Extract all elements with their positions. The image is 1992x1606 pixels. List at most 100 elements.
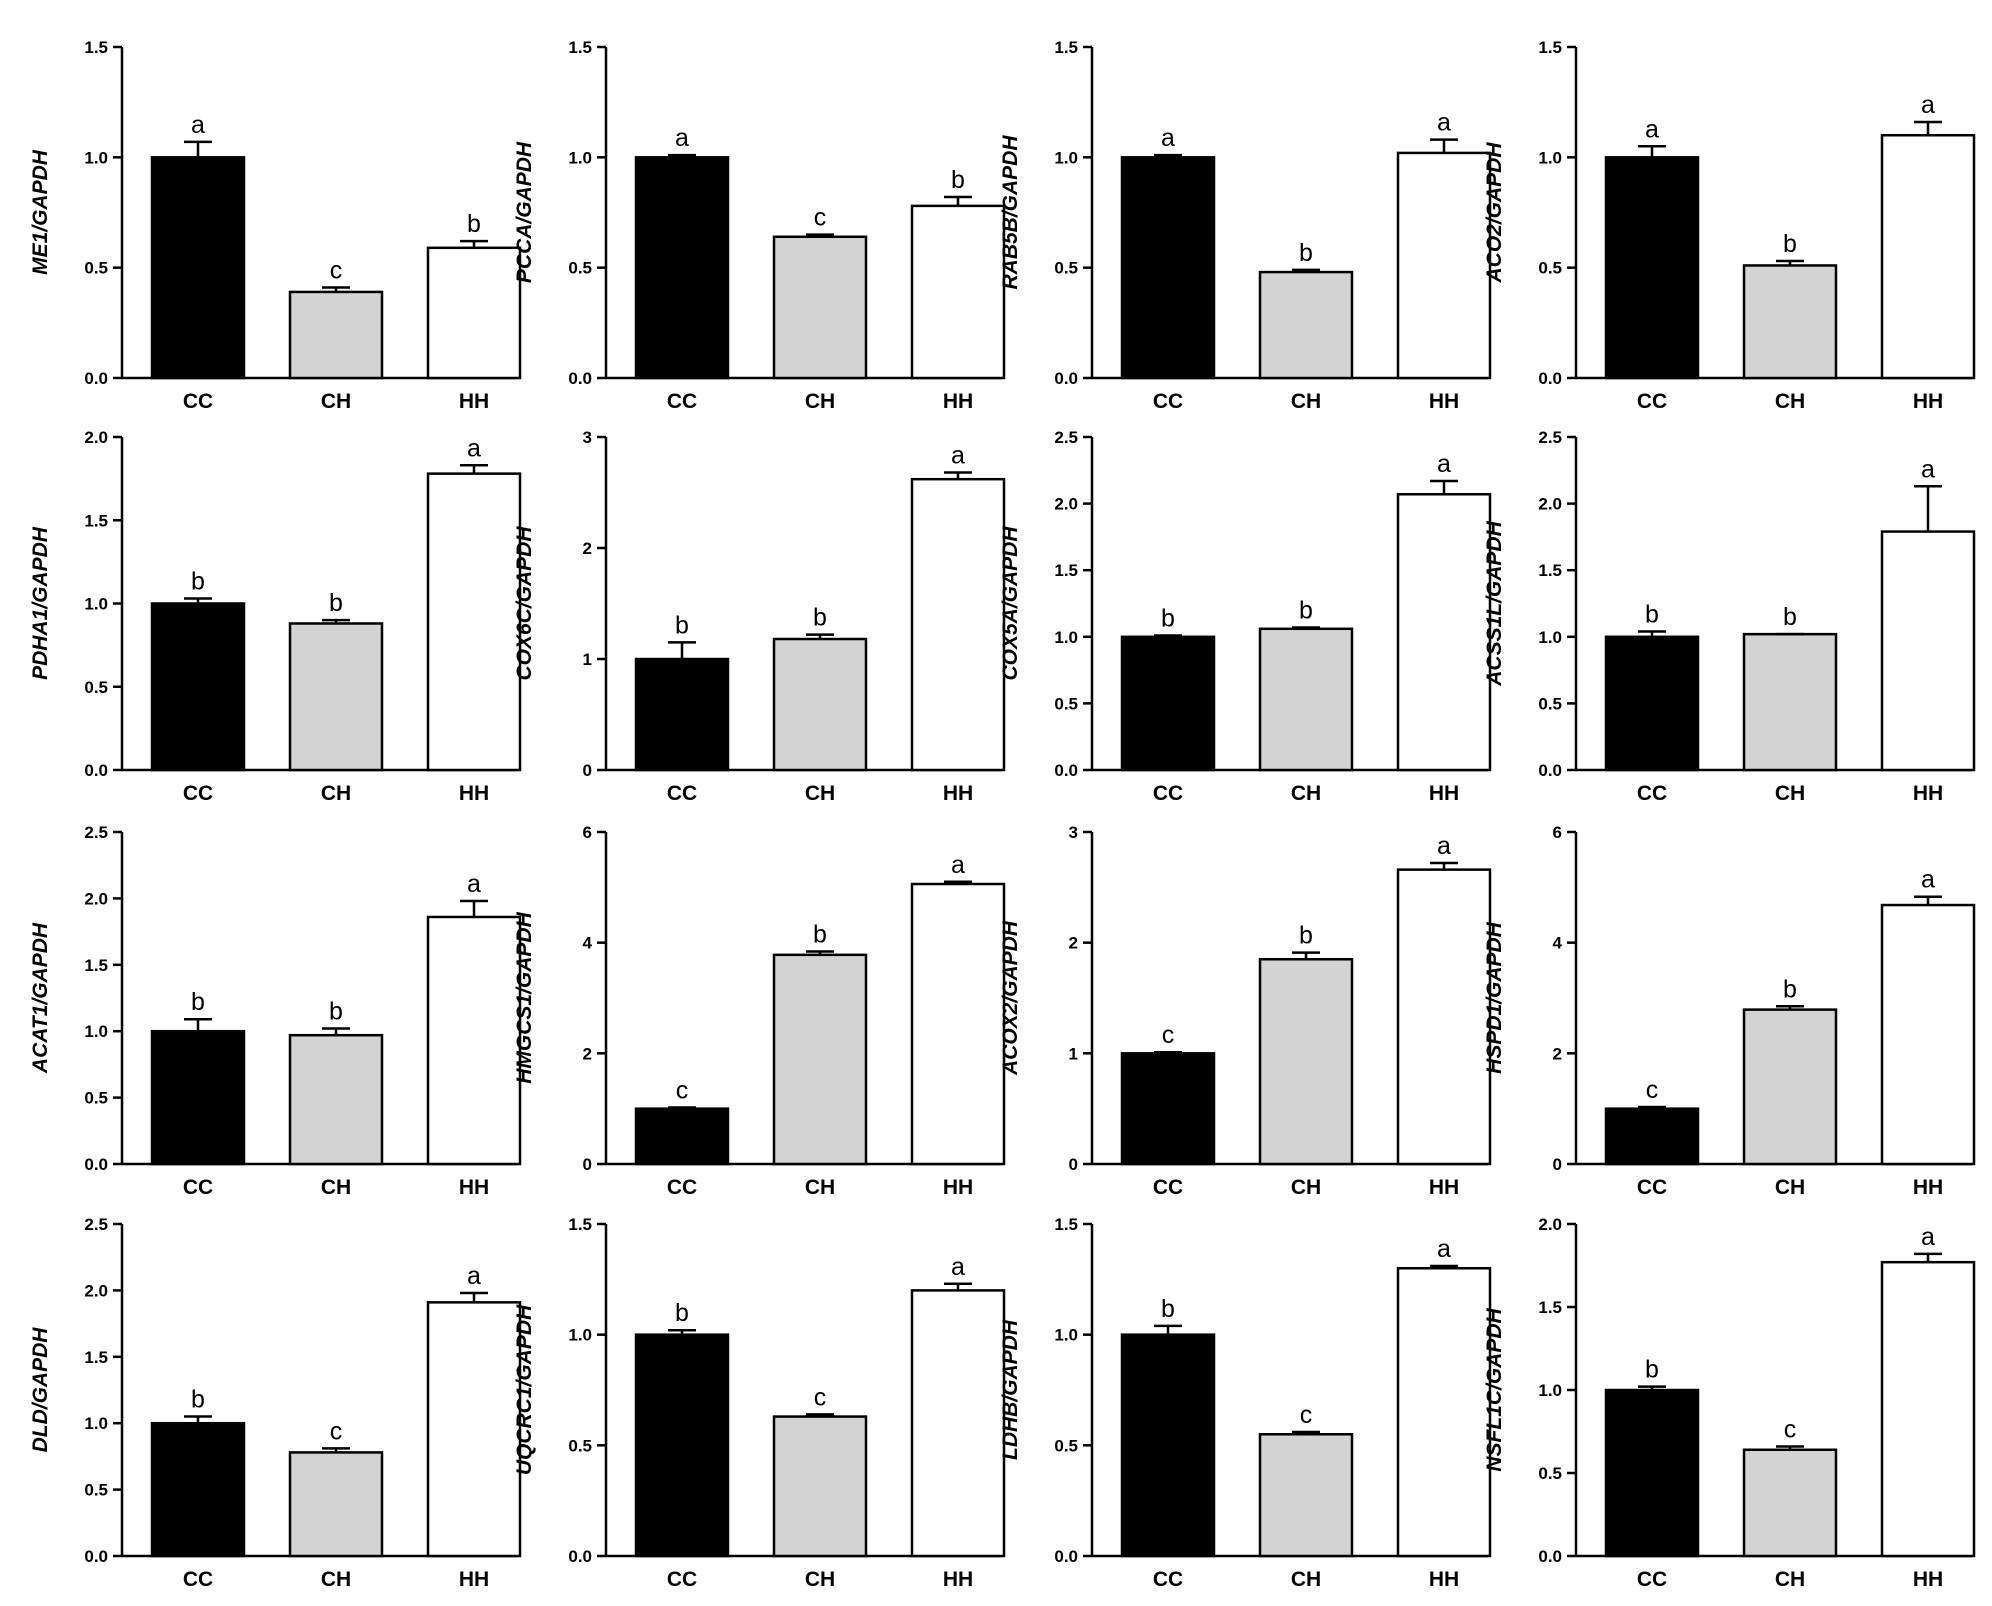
bar-hh [1396, 151, 1492, 380]
significance-label: b [1783, 603, 1797, 631]
significance-label: a [1921, 455, 1935, 483]
significance-label: b [1161, 604, 1175, 632]
y-tick-label: 1 [1069, 1044, 1078, 1063]
x-tick-label: CC [1637, 1568, 1667, 1591]
y-tick-label: 1.5 [1054, 38, 1078, 57]
x-tick-label: HH [1429, 1568, 1459, 1591]
x-tick-label: CH [1775, 1568, 1805, 1591]
bar-hh [1880, 903, 1976, 1166]
bar-hh [910, 882, 1006, 1166]
panel-hspd1: 0 2 4 6 HSPD1/GAPDH c CC b CH a HH [1483, 823, 1976, 1199]
significance-label: b [675, 1299, 689, 1327]
y-tick-label: 6 [1553, 823, 1562, 842]
y-tick-label: 0.0 [568, 369, 592, 388]
y-tick-label: 1.5 [1538, 38, 1562, 57]
bar-ch [288, 622, 384, 772]
y-tick-label: 1.0 [568, 148, 592, 167]
y-axis-label: HMGCS1/GAPDH [513, 911, 536, 1083]
bar-hh [426, 1301, 522, 1558]
x-tick-label: CC [667, 1568, 697, 1591]
significance-label: b [329, 998, 343, 1026]
significance-label: b [1161, 1295, 1175, 1323]
significance-label: a [1437, 1235, 1451, 1263]
x-tick-label: CH [1291, 1176, 1321, 1199]
y-tick-label: 1.5 [84, 511, 108, 530]
y-axis-label: PCCA/GAPDH [513, 141, 536, 283]
y-tick-label: 1.0 [568, 1326, 592, 1345]
panel-uqcrc1: 0.0 0.5 1.0 1.5 UQCRC1/GAPDH b CC c CH a HH [513, 1215, 1006, 1591]
y-tick-label: 0.0 [568, 1547, 592, 1566]
significance-label: a [675, 124, 689, 152]
y-tick-label: 1.5 [1538, 561, 1562, 580]
y-tick-label: 0.0 [1538, 1547, 1562, 1566]
x-tick-label: CC [667, 782, 697, 805]
significance-label: c [1784, 1415, 1797, 1443]
y-tick-label: 2.5 [84, 823, 108, 842]
y-tick-label: 2.0 [84, 889, 108, 908]
x-tick-label: HH [943, 782, 973, 805]
y-tick-label: 1.5 [568, 1215, 592, 1234]
bar-cc [150, 1029, 246, 1166]
significance-label: b [1645, 600, 1659, 628]
bar-cc [634, 156, 730, 380]
significance-label: b [191, 568, 205, 596]
y-tick-label: 0.0 [1538, 369, 1562, 388]
bar-ch [1742, 264, 1838, 380]
y-tick-label: 1 [583, 650, 592, 669]
x-tick-label: CH [1775, 782, 1805, 805]
panel-pcca: 0.0 0.5 1.0 1.5 PCCA/GAPDH a CC c CH b HH [513, 38, 1006, 413]
y-axis-label: ACO2/GAPDH [1483, 142, 1506, 284]
x-tick-label: CH [805, 390, 835, 413]
y-tick-label: 0.0 [84, 761, 108, 780]
x-tick-label: HH [1429, 782, 1459, 805]
y-tick-label: 1.0 [1054, 1326, 1078, 1345]
y-tick-label: 4 [583, 934, 593, 953]
bar-ch [1258, 627, 1354, 772]
y-tick-label: 0.5 [84, 678, 108, 697]
significance-label: b [1299, 239, 1313, 267]
x-tick-label: CC [1153, 390, 1183, 413]
y-axis-label: UQCRC1/GAPDH [513, 1304, 536, 1475]
x-tick-label: CH [805, 1176, 835, 1199]
x-tick-label: HH [1429, 390, 1459, 413]
y-tick-label: 0.5 [1054, 1436, 1078, 1455]
y-tick-label: 3 [1069, 823, 1078, 842]
x-tick-label: HH [1913, 1568, 1943, 1591]
panel-dld: 0.0 0.5 1.0 1.5 2.0 2.5 DLD/GAPDH b CC c CH a HH [29, 1215, 522, 1591]
panel-pdha1: 0.0 0.5 1.0 1.5 2.0 PDHA1/GAPDH b CC b CH a HH [29, 428, 522, 805]
y-tick-label: 1.0 [84, 1414, 108, 1433]
y-axis-label: HSPD1/GAPDH [1483, 921, 1506, 1074]
x-tick-label: HH [943, 390, 973, 413]
y-tick-label: 0.0 [84, 1547, 108, 1566]
significance-label: a [191, 111, 205, 139]
significance-label: a [1645, 115, 1659, 143]
bar-hh [1880, 530, 1976, 772]
y-axis-label: ACSS1L/GAPDH [1483, 520, 1506, 686]
y-tick-label: 0 [1069, 1155, 1078, 1174]
x-tick-label: CC [1637, 1176, 1667, 1199]
y-tick-label: 2.0 [1538, 495, 1562, 514]
y-axis-label: PDHA1/GAPDH [29, 526, 52, 680]
x-tick-label: CC [183, 390, 213, 413]
y-axis-label: COX5A/GAPDH [999, 526, 1022, 681]
significance-label: a [1921, 91, 1935, 119]
bar-ch [1742, 1448, 1838, 1558]
y-tick-label: 0.5 [84, 1089, 108, 1108]
bar-cc [1604, 1107, 1700, 1166]
y-tick-label: 0.0 [1054, 1547, 1078, 1566]
significance-label: a [467, 434, 481, 462]
panel-hmgcs1: 0 2 4 6 HMGCS1/GAPDH c CC b CH a HH [513, 823, 1006, 1199]
y-tick-label: 0.5 [1538, 1464, 1562, 1483]
significance-label: b [191, 988, 205, 1016]
significance-label: c [814, 1383, 827, 1411]
y-tick-label: 0.5 [568, 1436, 592, 1455]
y-tick-label: 1.5 [1538, 1298, 1562, 1317]
bar-ch [1258, 1433, 1354, 1558]
significance-label: a [467, 870, 481, 898]
bar-cc [1120, 635, 1216, 772]
y-axis-label: RAB5B/GAPDH [999, 135, 1022, 290]
significance-label: b [675, 611, 689, 639]
y-tick-label: 1.0 [1054, 148, 1078, 167]
x-tick-label: HH [943, 1176, 973, 1199]
